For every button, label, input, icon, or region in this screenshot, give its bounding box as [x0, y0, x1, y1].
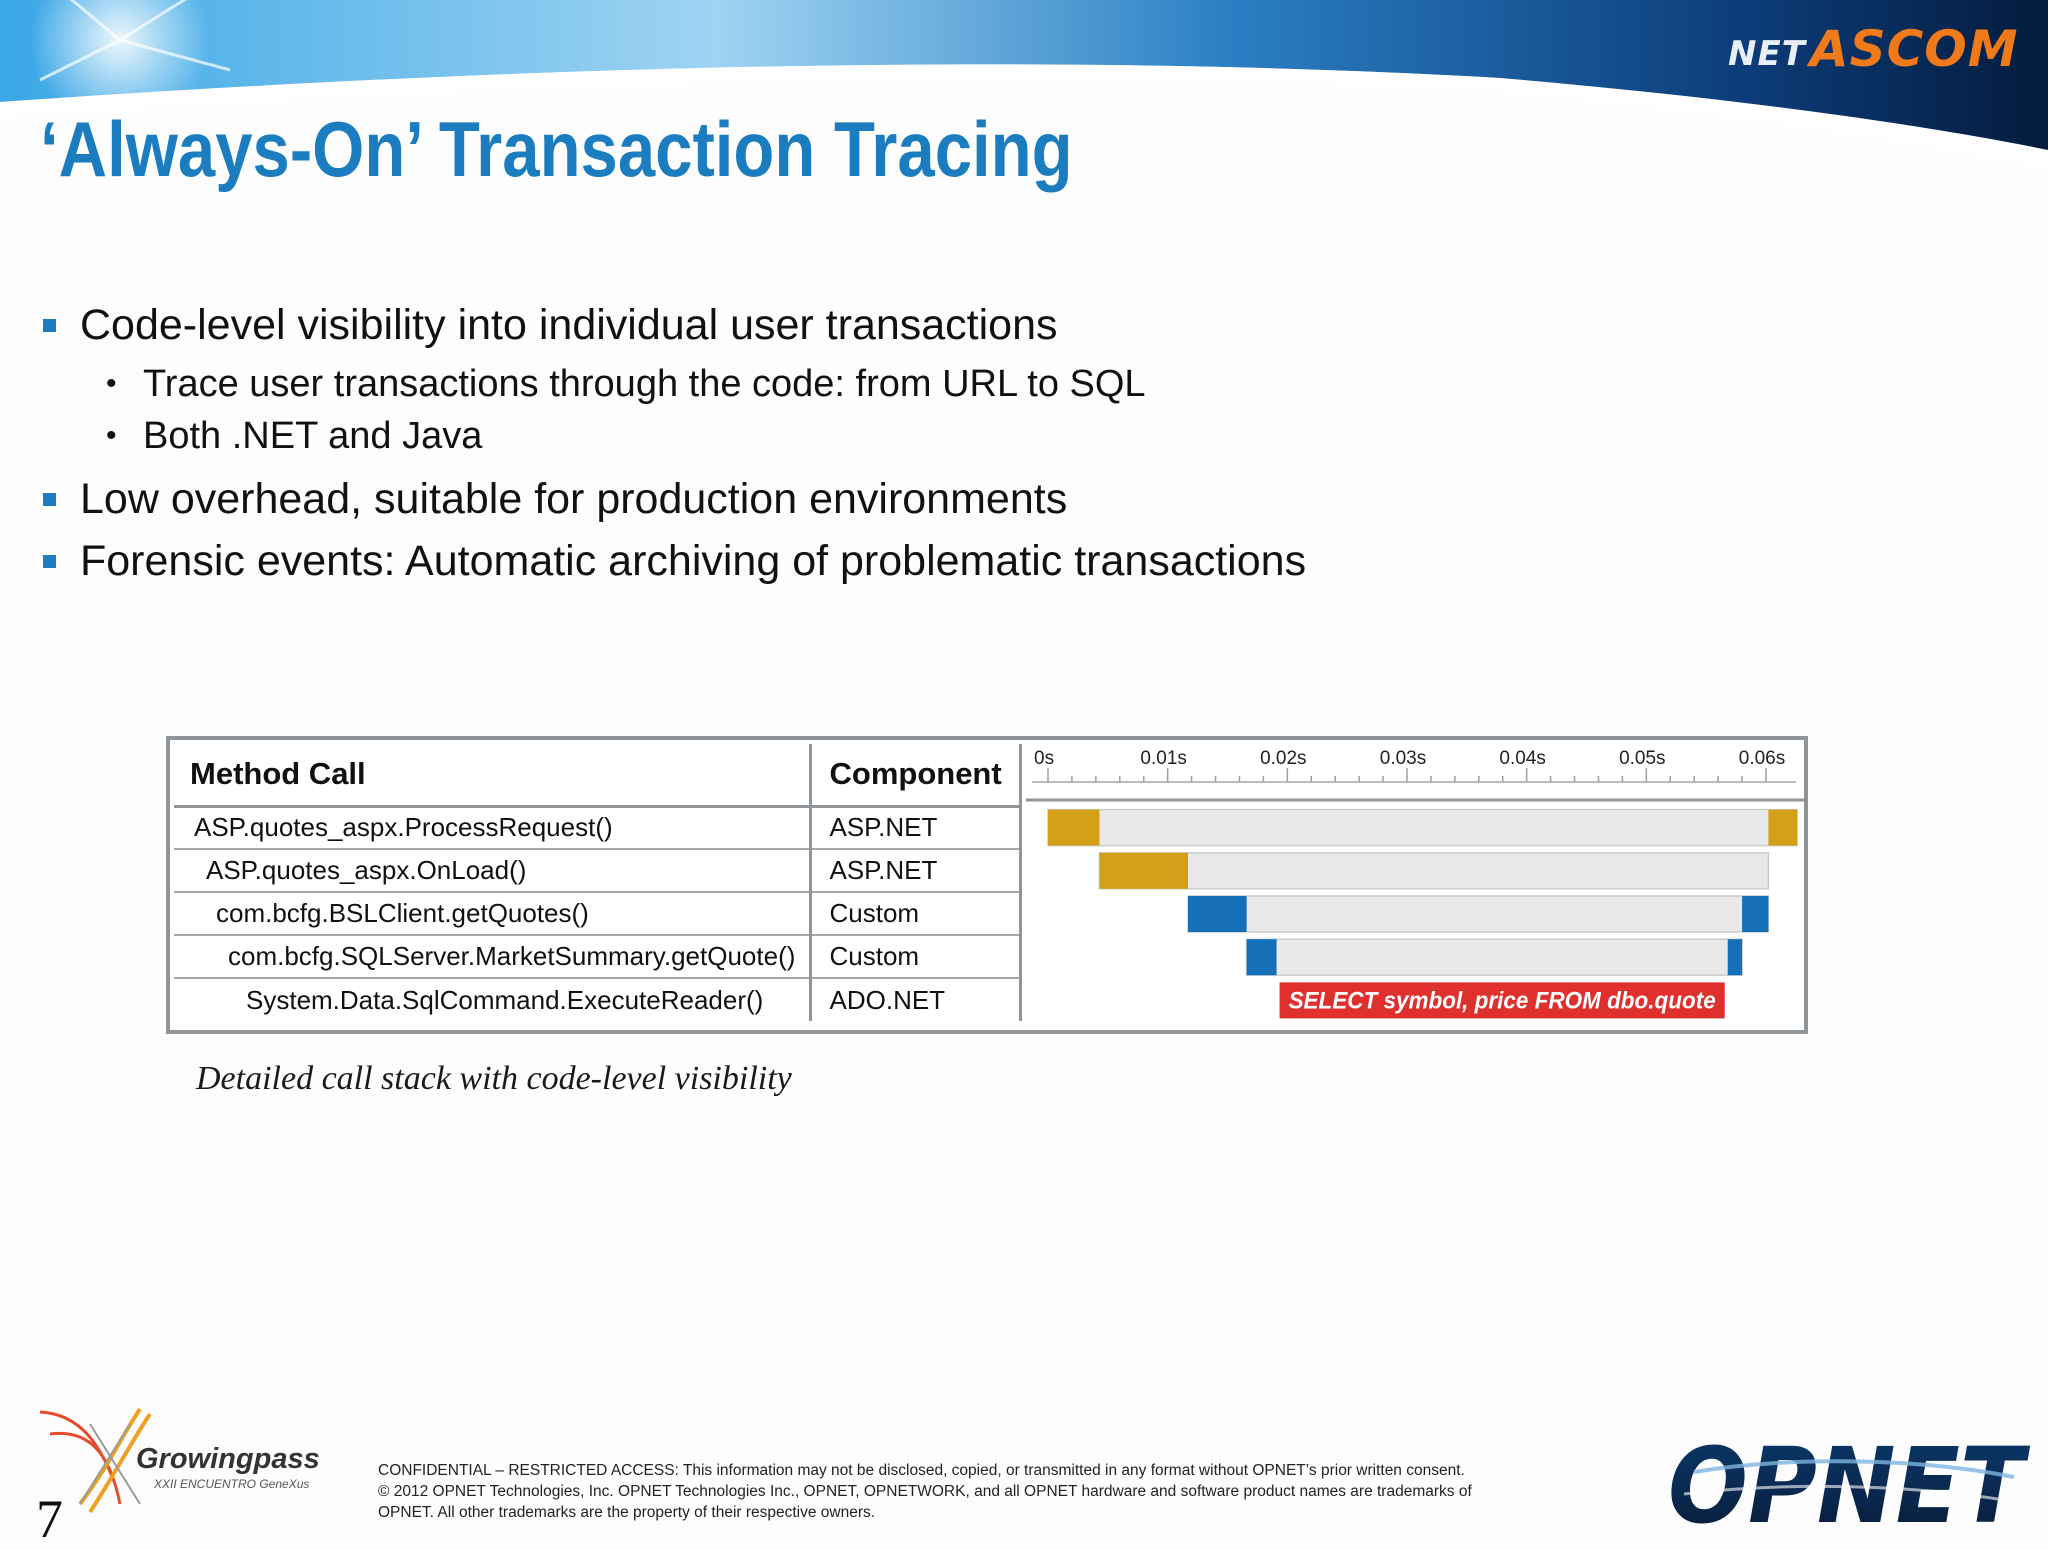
logo-net-text: NET: [1728, 34, 1806, 74]
sub-bullet-text: Both .NET and Java: [143, 415, 483, 457]
component-cell: ASP.NET: [810, 806, 1022, 850]
timeline-tick-label: 0.05s: [1619, 748, 1665, 769]
bullet-text: Low overhead, suitable for production en…: [80, 475, 1068, 523]
opnet-logo-text: OPNET: [1668, 1432, 2030, 1532]
footer-line: OPNET. All other trademarks are the prop…: [378, 1504, 876, 1521]
timeline-duration-bar: [1245, 938, 1743, 976]
sql-query-label: SELECT symbol, price FROM dbo.quote: [1289, 987, 1716, 1014]
call-stack-figure: Method Call Component ASP.quotes_aspx.Pr…: [166, 736, 1808, 1034]
call-stack-table: Method Call Component ASP.quotes_aspx.Pr…: [174, 744, 1022, 1021]
sub-bullet-text: Trace user transactions through the code…: [143, 363, 1146, 405]
timeline-self-time-start: [1099, 852, 1189, 889]
netascom-logo: NET ASCOM: [1728, 24, 2019, 74]
figure-caption: Detailed call stack with code-level visi…: [196, 1060, 792, 1097]
bullet-text: Code-level visibility into individual us…: [80, 301, 1058, 349]
table-row: System.Data.SqlCommand.ExecuteReader() A…: [174, 978, 1022, 1021]
sub-bullet-item: • Both .NET and Java: [40, 410, 1540, 462]
timeline-tick-label: 0.02s: [1260, 748, 1306, 769]
component-cell: ASP.NET: [810, 849, 1022, 893]
opnet-logo: OPNET: [1668, 1432, 2030, 1532]
footer-line: © 2012 OPNET Technologies, Inc. OPNET Te…: [378, 1483, 1472, 1500]
timeline-self-time-end: [1727, 939, 1743, 976]
method-cell: com.bcfg.BSLClient.getQuotes(): [174, 892, 812, 936]
footer-line: CONFIDENTIAL – RESTRICTED ACCESS: This i…: [378, 1462, 1465, 1479]
timeline-duration-bar: [1098, 852, 1770, 890]
square-bullet-icon: [43, 319, 56, 332]
timeline-self-time-start: [1048, 809, 1100, 846]
component-cell: ADO.NET: [810, 978, 1022, 1021]
timeline-tick-label: 0s: [1034, 748, 1054, 769]
table-row: ASP.quotes_aspx.ProcessRequest() ASP.NET: [174, 806, 1022, 850]
growingpass-name: Growingpass: [136, 1443, 320, 1475]
bullet-item: Low overhead, suitable for production en…: [40, 470, 1540, 528]
dot-bullet-icon: •: [106, 419, 117, 452]
method-cell: System.Data.SqlCommand.ExecuteReader(): [174, 978, 812, 1021]
method-cell: com.bcfg.SQLServer.MarketSummary.getQuot…: [174, 935, 812, 979]
bullet-item: Forensic events: Automatic archiving of …: [40, 532, 1540, 590]
growingpass-subtitle: XXII ENCUENTRO GeneXus: [154, 1477, 310, 1491]
timeline-chart: 0s 0.01s 0.02s 0.03s 0.04s 0.05s 0.06s SELECT s…: [1026, 748, 1804, 1019]
table-header-row: Method Call Component: [174, 744, 1022, 808]
growingpass-logo: [39, 1407, 152, 1514]
method-cell: ASP.quotes_aspx.OnLoad(): [174, 849, 812, 893]
bullet-text: Forensic events: Automatic archiving of …: [80, 537, 1307, 585]
bullet-item: Code-level visibility into individual us…: [40, 296, 1540, 354]
table-row: com.bcfg.BSLClient.getQuotes() Custom: [174, 892, 1022, 936]
dot-bullet-icon: •: [106, 367, 117, 400]
timeline-self-time-start: [1246, 939, 1277, 976]
table-row: ASP.quotes_aspx.OnLoad() ASP.NET: [174, 849, 1022, 893]
slide-title: ‘Always-On’ Transaction Tracing: [40, 105, 1073, 193]
sub-bullet-item: • Trace user transactions through the co…: [40, 358, 1540, 410]
timeline-self-time-start: [1188, 896, 1247, 932]
confidential-footer: CONFIDENTIAL – RESTRICTED ACCESS: This i…: [378, 1460, 1618, 1523]
component-cell: Custom: [810, 892, 1022, 936]
timeline-tick-label: 0.04s: [1499, 748, 1545, 769]
method-call-header: Method Call: [174, 744, 812, 808]
timeline-self-time-end: [1768, 809, 1798, 846]
square-bullet-icon: [43, 555, 56, 568]
component-header: Component: [810, 744, 1022, 808]
table-row: com.bcfg.SQLServer.MarketSummary.getQuot…: [174, 935, 1022, 979]
method-cell: ASP.quotes_aspx.ProcessRequest(): [174, 806, 812, 850]
timeline-tick-label: 0.03s: [1380, 748, 1426, 769]
sql-query-bar: [1279, 982, 1725, 1019]
timeline-tick-label: 0.06s: [1739, 748, 1785, 769]
header-banner: [0, 0, 2048, 170]
timeline-duration-bar: [1047, 808, 1798, 847]
timeline-duration-bar: [1187, 895, 1770, 933]
bullet-list: Code-level visibility into individual us…: [40, 296, 1540, 594]
component-cell: Custom: [810, 935, 1022, 979]
page-number: 7: [36, 1489, 63, 1549]
timeline-tick-label: 0.01s: [1140, 748, 1186, 769]
square-bullet-icon: [43, 493, 56, 506]
logo-ascom-text: ASCOM: [1809, 20, 2019, 78]
timeline-self-time-end: [1742, 896, 1769, 932]
sub-bullet-list: • Trace user transactions through the co…: [40, 358, 1540, 462]
